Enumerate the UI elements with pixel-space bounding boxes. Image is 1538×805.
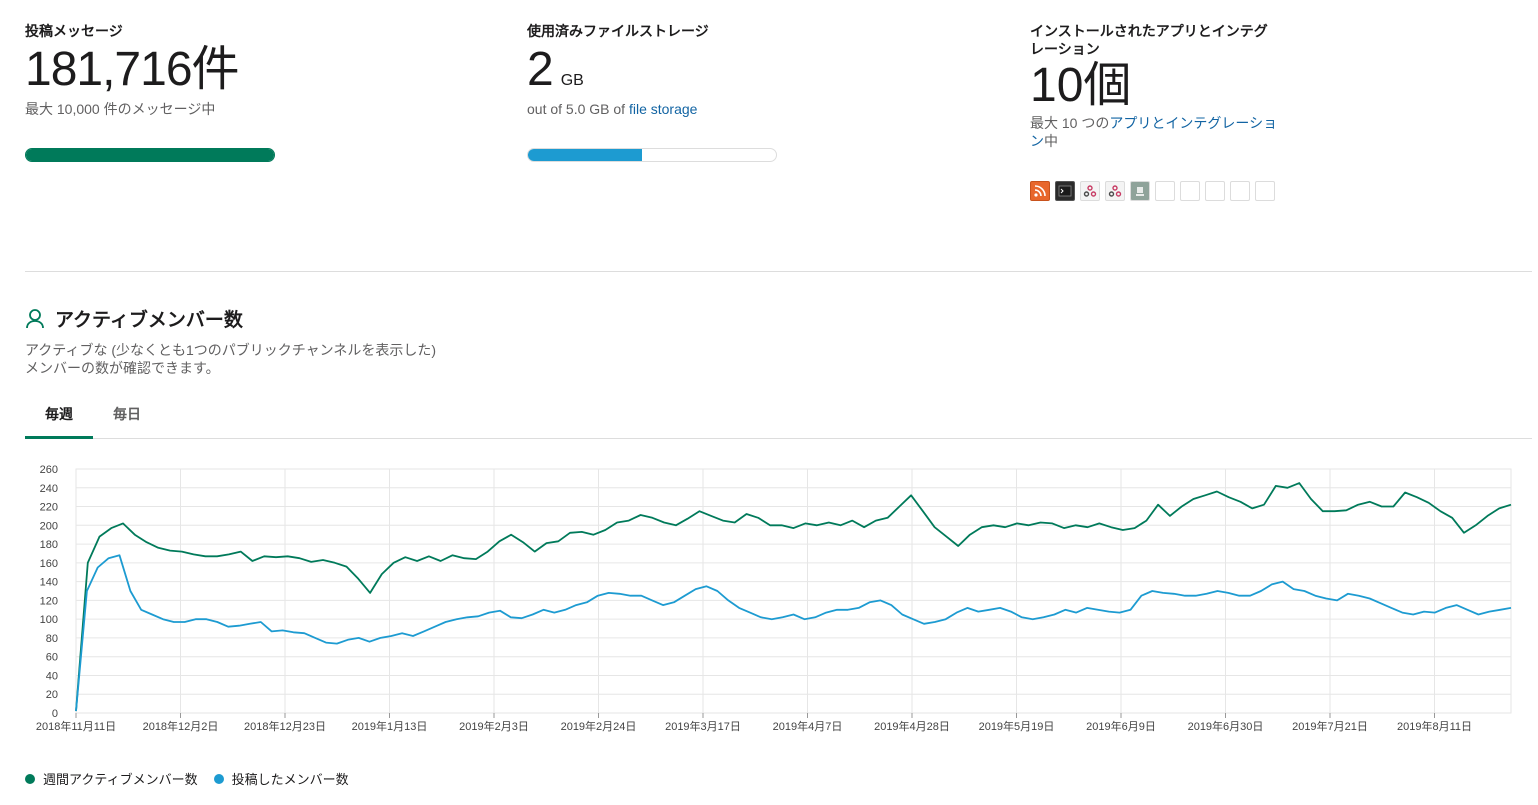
x-tick-label: 2018年11月11日 xyxy=(36,719,116,733)
messages-progress-fill xyxy=(26,149,274,161)
y-tick-label: 20 xyxy=(46,689,58,701)
series-line xyxy=(75,554,1512,712)
chart-legend: 週間アクティブメンバー数 投稿したメンバー数 xyxy=(25,769,349,788)
y-tick-label: 260 xyxy=(40,464,58,476)
empty-app-slot xyxy=(1255,181,1275,201)
description-line-2: メンバーの数が確認できます。 xyxy=(25,360,220,376)
storage-stat: 使用済みファイルストレージ 2 GB out of 5.0 GB of file… xyxy=(527,22,827,118)
messages-value-row: 181,716 件 xyxy=(25,42,285,98)
y-tick-label: 60 xyxy=(46,652,58,664)
x-tick-label: 2018年12月23日 xyxy=(244,719,326,733)
empty-app-slot xyxy=(1155,181,1175,201)
messages-unit: 件 xyxy=(191,43,240,96)
user-icon xyxy=(26,308,44,328)
x-tick-label: 2019年7月21日 xyxy=(1292,719,1368,733)
y-tick-label: 100 xyxy=(40,614,58,626)
x-tick-label: 2019年1月13日 xyxy=(352,719,428,733)
legend-label: 週間アクティブメンバー数 xyxy=(43,772,198,787)
x-tick-label: 2019年6月9日 xyxy=(1086,719,1156,733)
storage-limit-text: out of 5.0 GB of xyxy=(527,101,626,117)
description-line-1: アクティブな (少なくとも1つのパブリックチャンネルを表示した) xyxy=(25,342,437,358)
storage-progress-fill xyxy=(528,149,643,161)
tab-daily[interactable]: 毎日 xyxy=(113,406,141,422)
legend-posting-members[interactable]: 投稿したメンバー数 xyxy=(213,769,349,788)
period-tabs: 毎週 毎日 xyxy=(25,400,1532,439)
x-tick-label: 2019年2月3日 xyxy=(459,719,529,733)
storage-unit: GB xyxy=(560,72,584,89)
x-tick-label: 2019年6月30日 xyxy=(1188,719,1264,733)
y-tick-label: 160 xyxy=(40,558,58,570)
tab-weekly[interactable]: 毎週 xyxy=(25,400,93,439)
storage-progress-bar xyxy=(527,148,777,162)
messages-limit: 最大 10,000 件のメッセージ中 xyxy=(25,101,216,117)
x-tick-label: 2019年4月7日 xyxy=(773,719,843,733)
active-members-chart: 0 20 40 60 80 100 120 140 160 180 200 220 240 260 2018… xyxy=(36,464,1512,733)
legend-dot-blue xyxy=(213,773,224,784)
apps-limit-prefix: 最大 10 つの xyxy=(1030,115,1110,131)
terminal-icon[interactable] xyxy=(1055,181,1075,201)
messages-title: 投稿メッセージ xyxy=(25,23,123,39)
empty-app-slot xyxy=(1230,181,1250,201)
storage-value: 2 xyxy=(527,43,554,96)
webhook-icon[interactable] xyxy=(1080,181,1100,201)
messages-stat: 投稿メッセージ 181,716 件 最大 10,000 件のメッセージ中 xyxy=(25,22,285,118)
messages-progress-bar xyxy=(25,148,275,162)
bot-icon[interactable] xyxy=(1130,181,1150,201)
x-tick-label: 2019年8月11日 xyxy=(1397,719,1472,733)
empty-app-slot xyxy=(1180,181,1200,201)
legend-weekly-active[interactable]: 週間アクティブメンバー数 xyxy=(25,769,198,788)
section-divider xyxy=(25,271,1532,272)
apps-value-row: 10個 xyxy=(1030,58,1280,114)
storage-value-row: 2 GB xyxy=(527,42,827,98)
apps-title: インストールされたアプリとインテグレーション xyxy=(1030,23,1268,57)
x-tick-label: 2019年2月24日 xyxy=(561,719,637,733)
apps-limit: 最大 10 つのアプリとインテグレーション中 xyxy=(1030,114,1280,150)
file-storage-link[interactable]: file storage xyxy=(628,101,698,117)
storage-title: 使用済みファイルストレージ xyxy=(527,23,709,39)
y-tick-label: 80 xyxy=(46,633,58,645)
x-tick-label: 2019年5月19日 xyxy=(979,719,1055,733)
y-tick-label: 220 xyxy=(40,502,58,514)
y-tick-label: 200 xyxy=(40,520,58,532)
y-tick-label: 40 xyxy=(46,670,58,682)
y-tick-label: 0 xyxy=(52,708,58,720)
legend-dot-green xyxy=(25,773,35,784)
messages-value: 181,716 xyxy=(25,43,193,96)
active-members-description: アクティブな (少なくとも1つのパブリックチャンネルを表示した) メンバーの数が… xyxy=(25,341,545,377)
y-tick-label: 140 xyxy=(40,577,58,589)
apps-integrations-link[interactable]: アプリとインテグレーション xyxy=(1030,115,1278,149)
legend-label: 投稿したメンバー数 xyxy=(231,772,349,787)
apps-value: 10個 xyxy=(1030,59,1132,112)
apps-stat: インストールされたアプリとインテグレーション 10個 最大 10 つのアプリとイ… xyxy=(1030,22,1280,150)
webhook-icon[interactable] xyxy=(1105,181,1125,201)
active-members-title: アクティブメンバー数 xyxy=(55,310,243,331)
installed-apps-icons xyxy=(1030,181,1275,201)
x-tick-label: 2018年12月2日 xyxy=(143,719,219,733)
y-tick-label: 120 xyxy=(40,595,58,607)
empty-app-slot xyxy=(1205,181,1225,201)
storage-limit: out of 5.0 GB of file storage xyxy=(527,100,827,118)
apps-limit-suffix: 中 xyxy=(1044,133,1058,149)
plot-frame xyxy=(75,468,1512,714)
y-tick-label: 240 xyxy=(40,483,58,495)
x-tick-label: 2019年3月17日 xyxy=(665,719,741,733)
y-tick-label: 180 xyxy=(40,539,58,551)
x-tick-label: 2019年4月28日 xyxy=(874,719,950,733)
rss-icon[interactable] xyxy=(1030,181,1050,201)
series-line xyxy=(75,482,1512,712)
active-members-header: アクティブメンバー数 xyxy=(25,305,243,332)
